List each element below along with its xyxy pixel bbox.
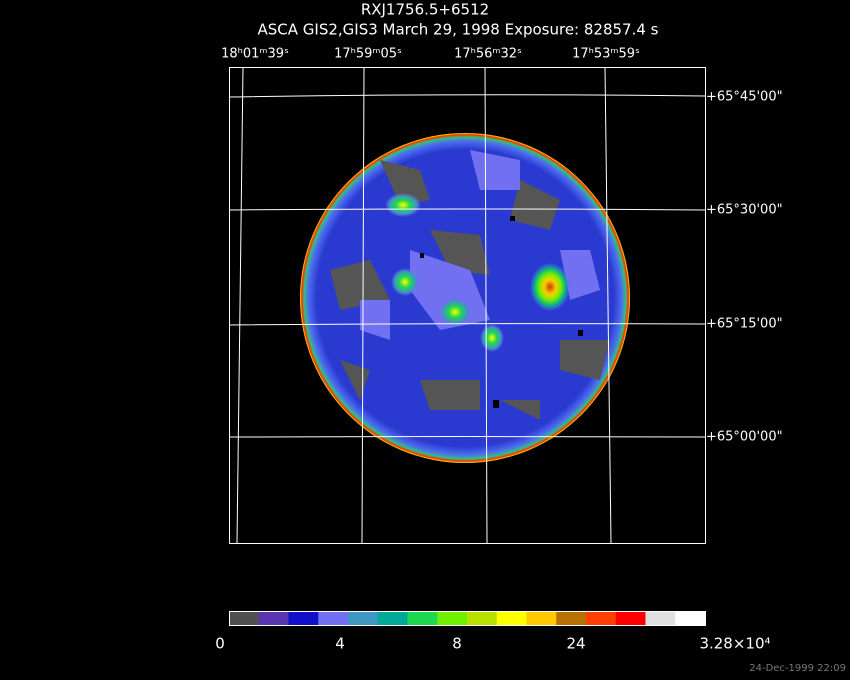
colorbar-swatch	[437, 611, 468, 625]
ra-label: 18ʰ01ᵐ39ˢ	[221, 47, 289, 62]
colorbar-swatch	[348, 611, 379, 625]
colorbar-swatch	[526, 611, 557, 625]
sky-texture	[330, 150, 610, 420]
colorbar-swatch	[377, 611, 408, 625]
ra-label: 17ʰ53ᵐ59ˢ	[572, 47, 640, 62]
colorbar-swatch	[467, 611, 498, 625]
colorbar-swatch	[586, 611, 617, 625]
dec-label: +65°00'00"	[706, 430, 783, 445]
colorbar-label: 4	[335, 635, 345, 653]
colorbar-swatch	[288, 611, 319, 625]
colorbar: 0 4 8 24 3.28×10⁴	[215, 611, 771, 653]
colorbar-swatch	[496, 611, 527, 625]
colorbar-swatch	[407, 611, 438, 625]
title: RXJ1756.5+6512	[361, 1, 489, 19]
colorbar-swatch	[645, 611, 676, 625]
colorbar-label: 3.28×10⁴	[699, 635, 770, 653]
colorbar-label: 0	[215, 635, 225, 653]
timestamp: 24-Dec-1999 22:09	[749, 663, 846, 674]
dec-labels: +65°45'00" +65°30'00" +65°15'00" +65°00'00"	[706, 90, 783, 445]
subtitle: ASCA GIS2,GIS3 March 29, 1998 Exposure: …	[258, 21, 659, 39]
ra-labels: 18ʰ01ᵐ39ˢ 17ʰ59ᵐ05ˢ 17ʰ56ᵐ32ˢ 17ʰ53ᵐ59ˢ	[221, 47, 640, 62]
ra-label: 17ʰ59ᵐ05ˢ	[334, 47, 402, 62]
colorbar-swatch	[318, 611, 349, 625]
colorbar-swatch	[258, 611, 289, 625]
image-frame	[229, 67, 706, 544]
colorbar-swatch	[675, 611, 706, 625]
dec-label: +65°45'00"	[706, 90, 783, 105]
colorbar-label: 8	[452, 635, 462, 653]
coordinate-grid	[228, 66, 706, 544]
colorbar-swatch	[229, 611, 260, 625]
colorbar-label: 24	[566, 635, 585, 653]
ra-label: 17ʰ56ᵐ32ˢ	[454, 47, 522, 62]
colorbar-swatch	[556, 611, 587, 625]
dec-label: +65°30'00"	[706, 203, 783, 218]
colorbar-swatch	[615, 611, 646, 625]
colorbar-frame	[229, 611, 706, 626]
dec-label: +65°15'00"	[706, 317, 783, 332]
